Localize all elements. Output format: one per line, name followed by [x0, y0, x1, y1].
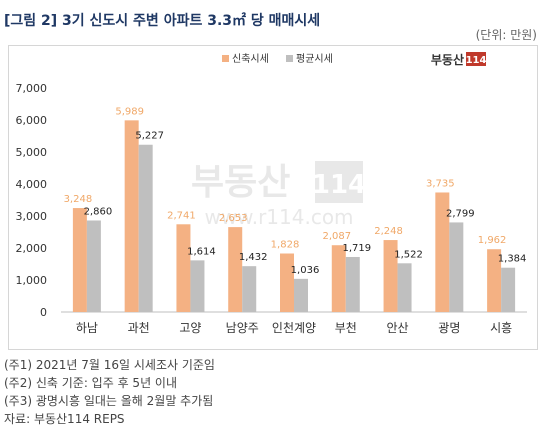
- bar-new: [331, 245, 346, 312]
- x-tick-label: 안산: [387, 321, 409, 335]
- data-label-new: 2,087: [322, 231, 351, 242]
- x-tick-label: 시흥: [490, 321, 512, 335]
- data-label-avg: 1,719: [342, 243, 371, 254]
- y-tick-label: 7,000: [16, 82, 48, 95]
- watermark: 부동산 114 www.r114.com: [191, 161, 366, 229]
- legend-label-new: 신축시세: [232, 53, 269, 65]
- y-tick-label: 1,000: [16, 274, 48, 287]
- unit-label: (단위: 만원): [475, 28, 537, 42]
- bar-avg: [449, 222, 464, 312]
- bars: [72, 120, 516, 313]
- x-tick-label: 과천: [128, 320, 150, 335]
- bar-new: [124, 120, 139, 313]
- axis-layer: 0 1,000 2,000 3,000 4,000 5,000 6,000 7,000 하남 과천…: [16, 82, 527, 335]
- data-label-avg: 1,522: [394, 249, 423, 260]
- bar-new: [176, 224, 191, 312]
- legend-swatch-new: [222, 55, 229, 62]
- bar-avg: [86, 220, 101, 312]
- bar-avg: [190, 260, 205, 312]
- x-tick-label: 부천: [335, 320, 357, 335]
- y-tick-label: 3,000: [16, 210, 48, 223]
- logo-badge: 114: [466, 55, 487, 66]
- data-label-avg: 1,432: [239, 252, 268, 263]
- data-label-avg: 2,860: [84, 206, 113, 217]
- chart-panel: 부동산 114 www.r114.com 신축시세 평균시세 부동산 114 0…: [8, 45, 538, 350]
- data-label-new: 3,248: [64, 194, 93, 205]
- data-label-avg: 1,036: [291, 265, 320, 276]
- bar-chart: 부동산 114 www.r114.com 신축시세 평균시세 부동산 114 0…: [16, 52, 527, 335]
- bar-avg: [138, 144, 153, 312]
- data-label-new: 1,828: [271, 240, 300, 251]
- data-label-new: 2,653: [219, 213, 248, 224]
- data-label-avg: 2,799: [446, 208, 475, 219]
- bar-new: [228, 227, 243, 312]
- y-tick-label: 6,000: [16, 114, 48, 127]
- legend-swatch-avg: [286, 55, 293, 62]
- data-label-new: 1,962: [478, 235, 507, 246]
- brand-logo: 부동산 114: [431, 52, 487, 67]
- logo-badge-box: [466, 52, 486, 66]
- data-label-new: 3,735: [426, 178, 455, 189]
- footnote-3: (주3) 광명시흥 일대는 올해 2월말 추가됨: [4, 394, 214, 408]
- bar-new: [280, 253, 294, 312]
- bar-avg: [501, 267, 516, 312]
- bar-avg: [345, 256, 360, 312]
- chart-title: [그림 2] 3기 신도시 주변 아파트 3.3㎡ 당 매매시세: [4, 13, 321, 29]
- bar-avg: [294, 278, 308, 312]
- watermark-badge: 114: [312, 170, 366, 200]
- logo-text: 부동산: [431, 52, 464, 67]
- x-tick-label: 남양주: [226, 321, 259, 335]
- legend-label-avg: 평균시세: [296, 53, 333, 65]
- bar-new: [487, 249, 502, 312]
- watermark-badge-box: [315, 161, 363, 203]
- x-tick-label: 광명: [438, 321, 460, 335]
- data-label-avg: 1,384: [498, 254, 527, 265]
- bar-avg: [242, 266, 257, 312]
- footnotes: (주1) 2021년 7월 16일 시세조사 기준임 (주2) 신축 기준: 입…: [4, 356, 215, 428]
- data-label-new: 2,741: [167, 210, 196, 221]
- x-tick-label: 고양: [179, 321, 201, 335]
- x-tick-label: 인천계양: [272, 320, 316, 335]
- y-tick-label: 2,000: [16, 242, 48, 255]
- watermark-brand: 부동산: [191, 162, 290, 203]
- bar-avg: [397, 263, 412, 312]
- legend: 신축시세 평균시세: [222, 53, 333, 65]
- bar-new: [435, 192, 450, 312]
- source-note: 자료: 부동산114 REPS: [4, 412, 125, 426]
- x-tick-label: 하남: [76, 321, 98, 335]
- watermark-url: www.r114.com: [204, 205, 353, 229]
- data-label-avg: 5,227: [135, 131, 164, 142]
- footnote-1: (주1) 2021년 7월 16일 시세조사 기준임: [4, 358, 215, 372]
- data-label-new: 2,248: [374, 226, 403, 237]
- footnote-2: (주2) 신축 기준: 입주 후 5년 이내: [4, 376, 178, 390]
- bar-new: [72, 208, 87, 312]
- bar-new: [383, 240, 398, 312]
- data-label-avg: 1,614: [187, 246, 216, 257]
- y-tick-label: 0: [40, 306, 47, 319]
- data-label-new: 5,989: [115, 106, 144, 117]
- y-tick-label: 5,000: [16, 146, 48, 159]
- y-tick-label: 4,000: [16, 178, 48, 191]
